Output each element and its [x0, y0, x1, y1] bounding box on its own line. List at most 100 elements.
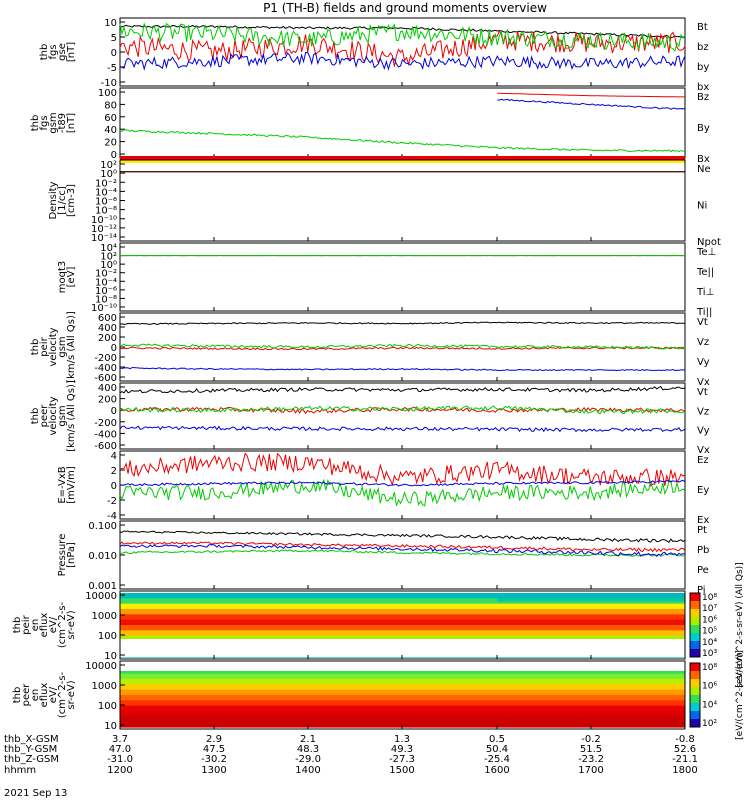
- y-tick-label: 400: [98, 323, 117, 334]
- legend-vz: Vz: [697, 406, 709, 417]
- ephemeris-value: -30.2: [201, 754, 227, 765]
- colorbar-segment: [690, 625, 700, 634]
- ephemeris-value: -27.3: [389, 754, 415, 765]
- y-tick-label: 0: [111, 150, 117, 161]
- colorbar-segment: [690, 687, 700, 696]
- y-label-line: thb: [30, 408, 41, 425]
- series-bx: [119, 52, 686, 71]
- y-tick-label: 0.100: [88, 521, 117, 532]
- density-band-red: [120, 156, 685, 160]
- y-label-line: gsm: [48, 112, 59, 133]
- legend-pe: Pe: [697, 565, 709, 576]
- eflux-band: [120, 668, 685, 675]
- y-label-line: thb: [30, 115, 41, 132]
- y-label-line: eflux: [39, 613, 50, 638]
- legend-vy: Vy: [697, 357, 710, 368]
- y-tick-label: 10²: [100, 252, 117, 263]
- y-tick-label: 10⁻⁴: [95, 187, 117, 198]
- colorbar-segment: [690, 633, 700, 642]
- ephemeris-value: 1500: [389, 765, 414, 776]
- y-label-line: [nT]: [66, 113, 77, 133]
- ephemeris-value: 2.1: [300, 734, 316, 745]
- series-pi: [119, 544, 686, 557]
- series-vz: [119, 346, 686, 351]
- panel-pressure: 0.100 0.010 0.001 Pressure[nPa] Pt Pb Pe Pi: [57, 520, 709, 596]
- y-label-line: en: [30, 689, 41, 702]
- y-tick-label: 100: [98, 631, 117, 642]
- y-tick-label: 1000: [92, 611, 117, 622]
- legend-by: by: [697, 62, 709, 73]
- y-tick-label: 0.010: [88, 551, 117, 562]
- colorbar-tick-label: 10⁴: [702, 638, 717, 648]
- legend-vt: Vt: [697, 317, 708, 328]
- ephemeris-value: -29.0: [295, 754, 321, 765]
- y-tick-label: 60: [104, 113, 117, 124]
- y-tick-label: -5: [107, 63, 117, 74]
- legend-npot: Npot: [697, 237, 721, 248]
- y-tick-label: 10000: [85, 591, 117, 602]
- series-ey: [119, 478, 686, 507]
- series-vy: [120, 343, 686, 350]
- eflux-band-shift: [497, 593, 685, 602]
- ephemeris-value: 1300: [201, 765, 226, 776]
- y-tick-label: 10: [104, 651, 117, 662]
- panel-efield: 4 2 0 -2 -4 E=-VxB[mV/m] Ez Ey Ex: [57, 450, 709, 526]
- y-tick-label: 0.001: [88, 581, 117, 592]
- eflux-band: [120, 716, 685, 723]
- series-pe: [119, 549, 686, 557]
- y-tick-label: 10⁻¹⁰: [91, 303, 117, 314]
- colorbar-tick-label: 10⁴: [702, 700, 717, 710]
- y-tick-label: 10⁻²: [95, 178, 117, 189]
- eflux-band: [120, 684, 685, 691]
- y-tick-label: 0: [111, 343, 117, 354]
- ephemeris-value: 49.3: [391, 744, 413, 755]
- y-label-line: E=-VxB: [57, 466, 68, 503]
- y-label-line: gse: [57, 43, 68, 61]
- y-label-line: eV/: [48, 616, 59, 633]
- legend-ni: Ni: [697, 201, 707, 212]
- colorbar-segment: [690, 609, 700, 618]
- y-tick-label: 600: [98, 313, 117, 324]
- y-label-line: velocity: [48, 327, 59, 366]
- legend-vy: Vy: [697, 426, 710, 437]
- y-tick-label: 0: [111, 48, 117, 59]
- ephemeris-value: -31.0: [107, 754, 133, 765]
- y-label-line: [cm-3]: [66, 184, 77, 217]
- ephemeris-row-label: hhmm: [4, 765, 36, 776]
- eflux-band: [120, 603, 685, 610]
- series-vt: [119, 321, 686, 325]
- eflux-band: [120, 609, 685, 615]
- legend-bx: Bx: [697, 154, 710, 165]
- eflux-band: [120, 700, 685, 707]
- legend-ex: Ex: [697, 515, 709, 526]
- colorbar-segment: [690, 711, 700, 720]
- ephemeris-value: 1.3: [394, 734, 410, 745]
- legend-ti: Ti||: [696, 307, 712, 318]
- y-label-line: fgs: [48, 44, 59, 59]
- legend-ez: Ez: [697, 455, 709, 466]
- ephemeris-value: -21.1: [672, 754, 698, 765]
- eflux-band: [120, 695, 685, 701]
- y-tick-label: 10⁻¹⁰: [91, 215, 117, 226]
- y-label-line: -t89: [57, 113, 68, 133]
- legend-vz: Vz: [697, 337, 709, 348]
- series-bz: [119, 29, 686, 67]
- ephemeris-value: -0.8: [675, 734, 695, 745]
- eflux-band: [120, 721, 685, 728]
- y-tick-label: -2: [107, 496, 117, 507]
- colorbar-segment: [690, 663, 700, 672]
- y-tick-label: 10⁴: [100, 243, 117, 254]
- series-ex: [119, 479, 686, 487]
- y-tick-label: 10⁻⁴: [95, 277, 117, 288]
- legend-vx: Vx: [697, 377, 710, 388]
- y-label-line: [km/s (All Qs)]: [66, 380, 77, 452]
- legend-by: By: [697, 123, 710, 134]
- series-pt: [119, 530, 686, 544]
